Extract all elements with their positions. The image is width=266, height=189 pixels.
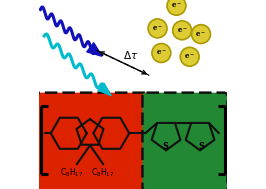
Text: e$^-$: e$^-$ xyxy=(184,52,195,61)
Text: S: S xyxy=(162,142,168,151)
Circle shape xyxy=(180,47,199,66)
Text: e$^-$: e$^-$ xyxy=(171,1,182,10)
Text: $\Delta\tau$: $\Delta\tau$ xyxy=(123,49,138,61)
Text: $\mathrm{C_8H_{17}}$: $\mathrm{C_8H_{17}}$ xyxy=(60,166,83,179)
Text: S: S xyxy=(198,142,204,151)
Circle shape xyxy=(148,19,167,38)
Circle shape xyxy=(192,25,210,43)
Polygon shape xyxy=(87,43,102,56)
Text: $\mathrm{C_8H_{17}}$: $\mathrm{C_8H_{17}}$ xyxy=(91,166,114,179)
Circle shape xyxy=(152,43,171,62)
Text: e$^-$: e$^-$ xyxy=(156,49,167,57)
Text: e$^-$: e$^-$ xyxy=(152,24,163,33)
FancyBboxPatch shape xyxy=(143,93,227,189)
FancyBboxPatch shape xyxy=(37,93,150,189)
Circle shape xyxy=(167,0,186,15)
Polygon shape xyxy=(98,83,111,96)
Circle shape xyxy=(173,21,192,40)
Text: e$^-$: e$^-$ xyxy=(196,30,206,39)
Text: e$^-$: e$^-$ xyxy=(177,26,188,35)
